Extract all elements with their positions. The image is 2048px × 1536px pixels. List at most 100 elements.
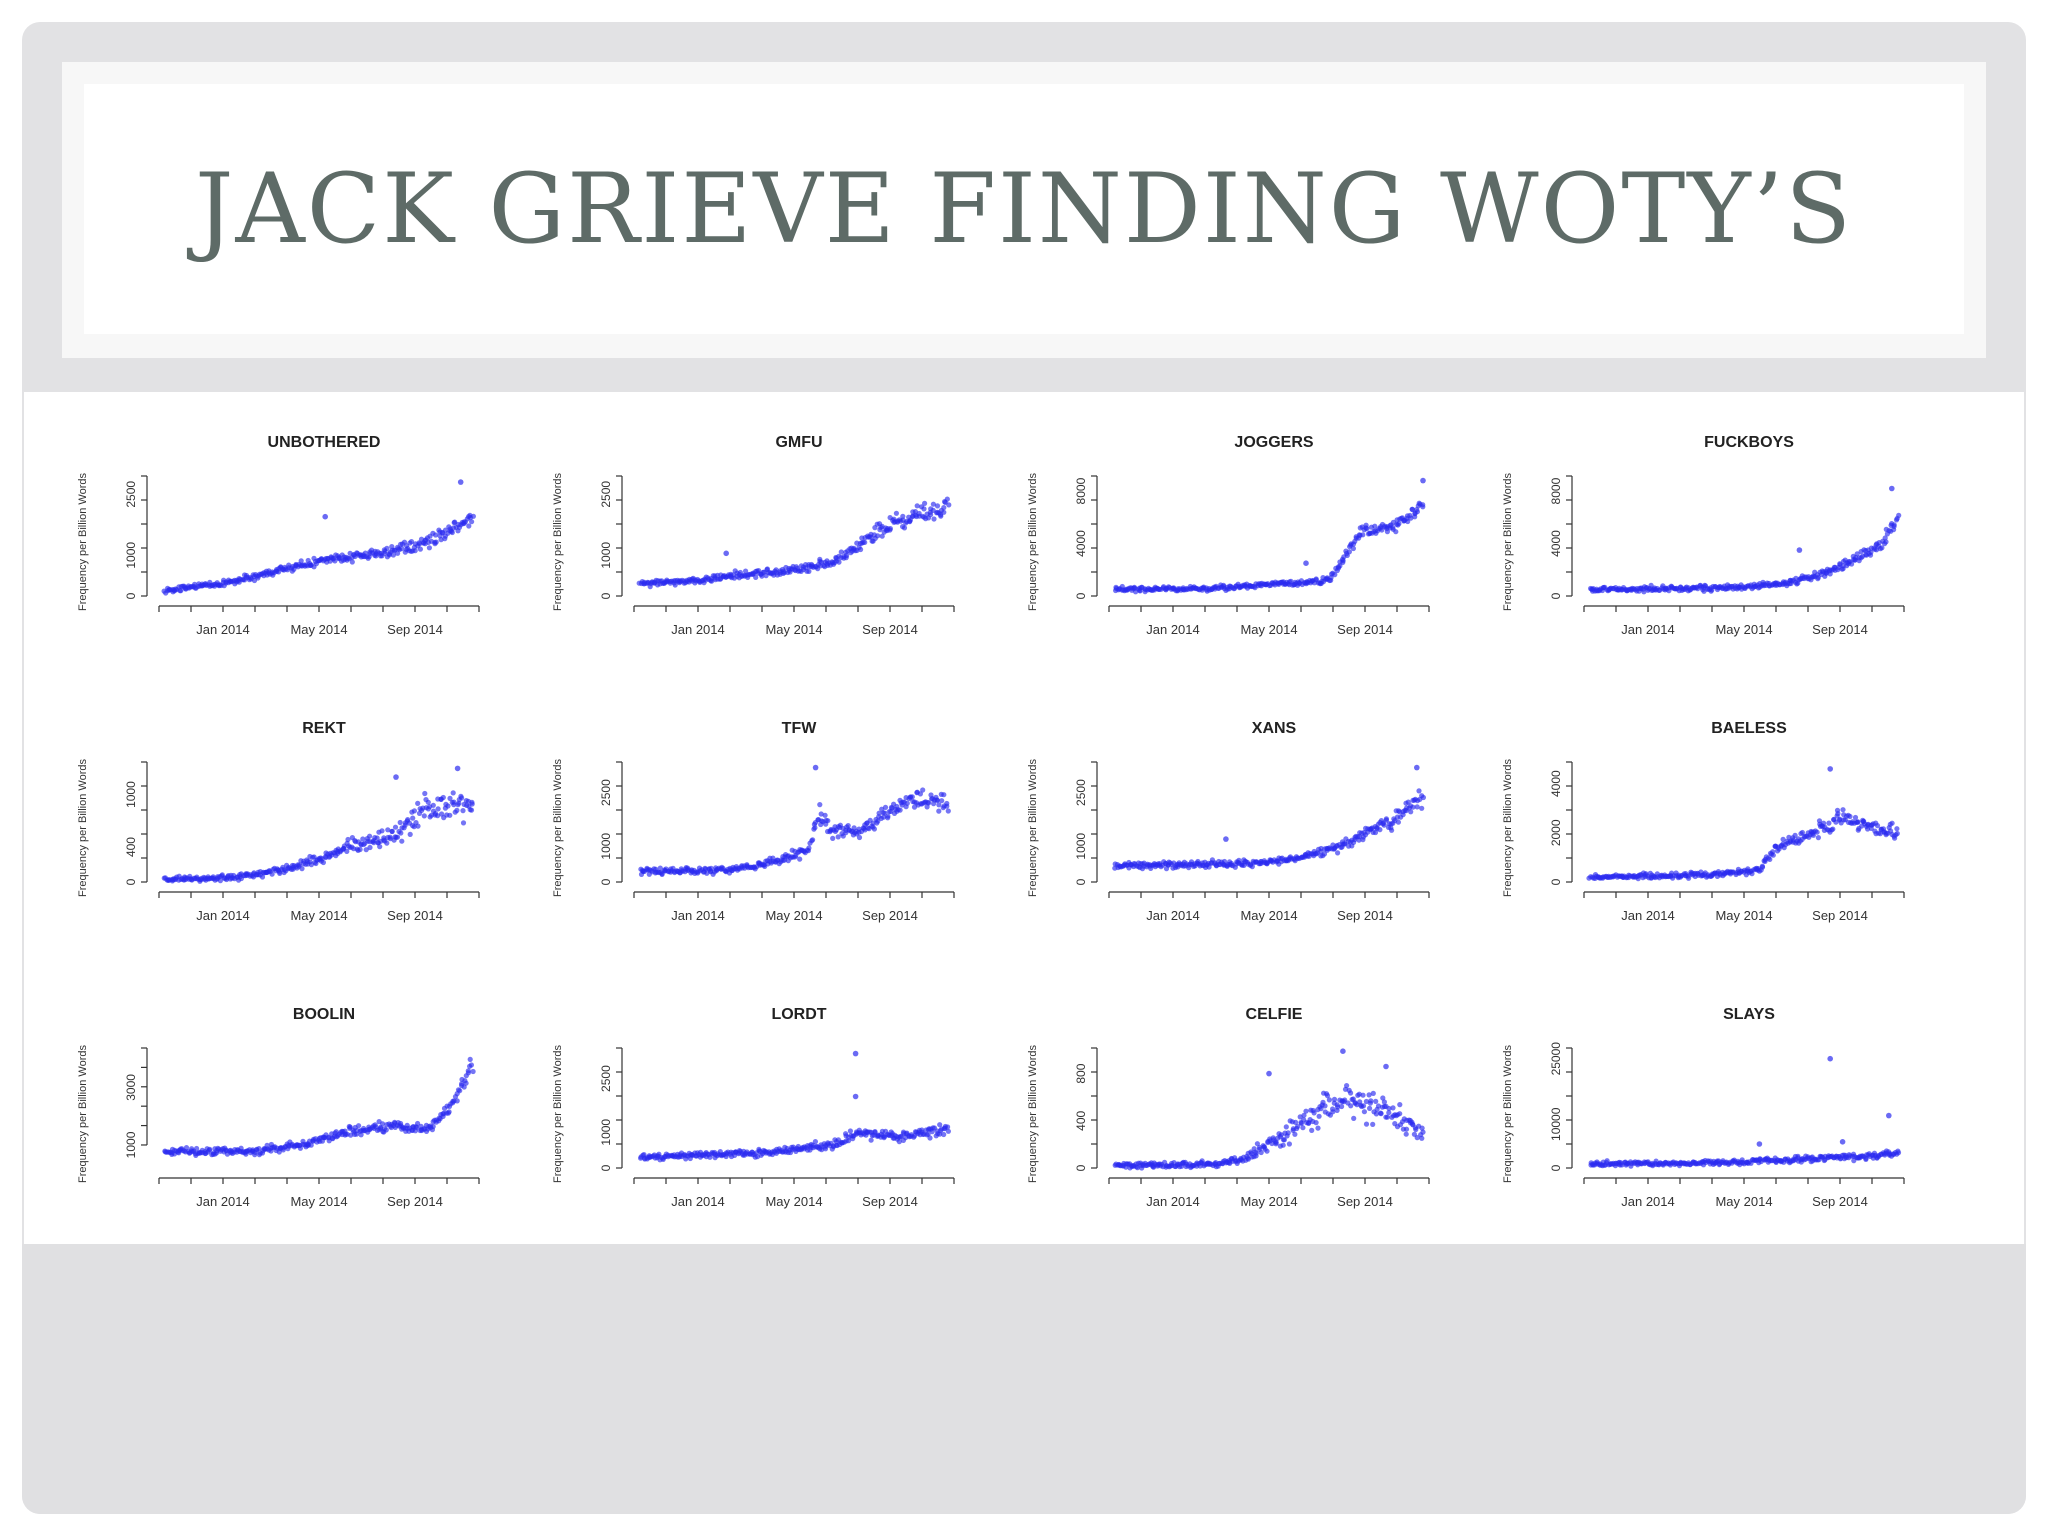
- data-point: [1288, 578, 1294, 584]
- data-point: [1420, 1129, 1426, 1135]
- x-tick-label: Jan 2014: [196, 622, 250, 637]
- data-point: [1409, 506, 1415, 512]
- data-point: [917, 791, 923, 797]
- data-point: [1759, 863, 1765, 869]
- chart-title: UNBOTHERED: [268, 434, 381, 451]
- y-axis-label: Frequency per Billion Words: [1027, 759, 1039, 897]
- y-tick-label: 4000: [1074, 530, 1088, 557]
- data-point: [1384, 1114, 1390, 1120]
- data-point: [934, 503, 941, 509]
- y-axis-label: Frequency per Billion Words: [1027, 1045, 1039, 1183]
- data-point: [1849, 561, 1855, 567]
- data-point: [435, 813, 441, 819]
- data-point: [836, 559, 842, 565]
- y-axis-label: Frequency per Billion Words: [552, 473, 564, 611]
- data-point: [454, 807, 460, 813]
- data-point: [1852, 814, 1859, 821]
- data-point: [708, 865, 714, 871]
- y-tick-label: 0: [124, 878, 138, 885]
- data-point: [1373, 1111, 1379, 1117]
- slide-lower-area: [22, 1244, 2026, 1514]
- data-point: [1360, 532, 1366, 538]
- data-point: [1322, 1103, 1328, 1109]
- data-point: [1386, 1110, 1392, 1116]
- y-tick-label: 800: [1074, 1063, 1088, 1083]
- chart-panel-lordt: LORDT Frequency per Billion Words 0 1000 250…: [552, 1006, 955, 1209]
- chart-title: FUCKBOYS: [1704, 434, 1794, 451]
- data-point: [944, 496, 950, 502]
- data-point: [875, 533, 881, 539]
- data-point: [1420, 794, 1426, 801]
- data-point: [1686, 875, 1692, 881]
- title-panel: JACK GRIEVE FINDING WOTY’S: [84, 84, 1964, 334]
- data-point: [1749, 871, 1755, 877]
- outlier-point: [1839, 1139, 1846, 1145]
- x-tick-label: May 2014: [765, 1194, 822, 1209]
- x-tick-label: May 2014: [290, 1194, 347, 1209]
- data-point: [659, 871, 665, 877]
- data-point: [856, 834, 863, 841]
- data-point: [178, 588, 184, 594]
- x-tick-label: Sep 2014: [1337, 908, 1393, 923]
- data-point: [930, 501, 936, 507]
- data-point: [460, 820, 467, 826]
- data-point: [1344, 1083, 1350, 1089]
- data-point: [1348, 1090, 1354, 1096]
- data-point: [941, 505, 947, 511]
- data-point: [885, 813, 891, 819]
- chart-title: BOOLIN: [293, 1006, 355, 1023]
- data-point: [843, 555, 849, 561]
- data-point: [1397, 1102, 1403, 1108]
- data-point: [384, 840, 390, 846]
- y-tick-label: 8000: [1549, 477, 1563, 504]
- x-tick-label: May 2014: [765, 622, 822, 637]
- data-point: [879, 533, 885, 539]
- outlier-point: [1889, 485, 1895, 492]
- data-point: [1891, 522, 1897, 528]
- data-point: [402, 822, 408, 828]
- x-tick-label: May 2014: [1240, 1194, 1297, 1209]
- data-point: [356, 1123, 362, 1129]
- data-point: [344, 848, 350, 854]
- data-point: [941, 1131, 947, 1138]
- data-point: [806, 568, 812, 574]
- data-point: [939, 798, 945, 804]
- data-point: [1405, 518, 1411, 525]
- x-tick-label: Jan 2014: [671, 1194, 725, 1209]
- data-point: [446, 1109, 452, 1115]
- y-tick-label: 1000: [599, 1119, 613, 1146]
- outlier-point: [1383, 1063, 1389, 1070]
- data-point: [345, 836, 351, 843]
- data-point: [1641, 589, 1647, 595]
- y-tick-label: 400: [124, 837, 138, 857]
- data-point: [468, 807, 475, 813]
- outlier-point: [852, 1050, 859, 1057]
- data-point: [1332, 572, 1338, 578]
- x-tick-label: Sep 2014: [862, 622, 918, 637]
- data-point: [415, 800, 421, 806]
- data-point: [946, 502, 952, 508]
- data-point: [417, 541, 423, 547]
- data-point: [360, 836, 366, 842]
- y-tick-label: 3000: [124, 1074, 138, 1101]
- data-point: [845, 823, 851, 829]
- data-point: [871, 826, 877, 832]
- data-point: [1337, 563, 1343, 569]
- data-point: [936, 808, 942, 814]
- outlier-point: [322, 513, 329, 520]
- y-tick-label: 4000: [1549, 770, 1563, 797]
- data-point: [938, 513, 944, 519]
- data-point: [276, 569, 282, 575]
- outlier-point: [1414, 764, 1420, 771]
- data-point: [1882, 535, 1888, 541]
- data-point: [1254, 1141, 1260, 1147]
- y-tick-label: 1000: [124, 542, 138, 569]
- data-point: [1381, 822, 1387, 828]
- small-multiples-grid: UNBOTHERED Frequency per Billion Words 0 10…: [77, 434, 1905, 1209]
- data-point: [1383, 817, 1389, 823]
- x-tick-label: May 2014: [1715, 908, 1772, 923]
- data-point: [1283, 1124, 1289, 1130]
- y-tick-label: 2500: [599, 481, 613, 508]
- data-point: [900, 513, 906, 519]
- y-axis-label: Frequency per Billion Words: [77, 759, 89, 897]
